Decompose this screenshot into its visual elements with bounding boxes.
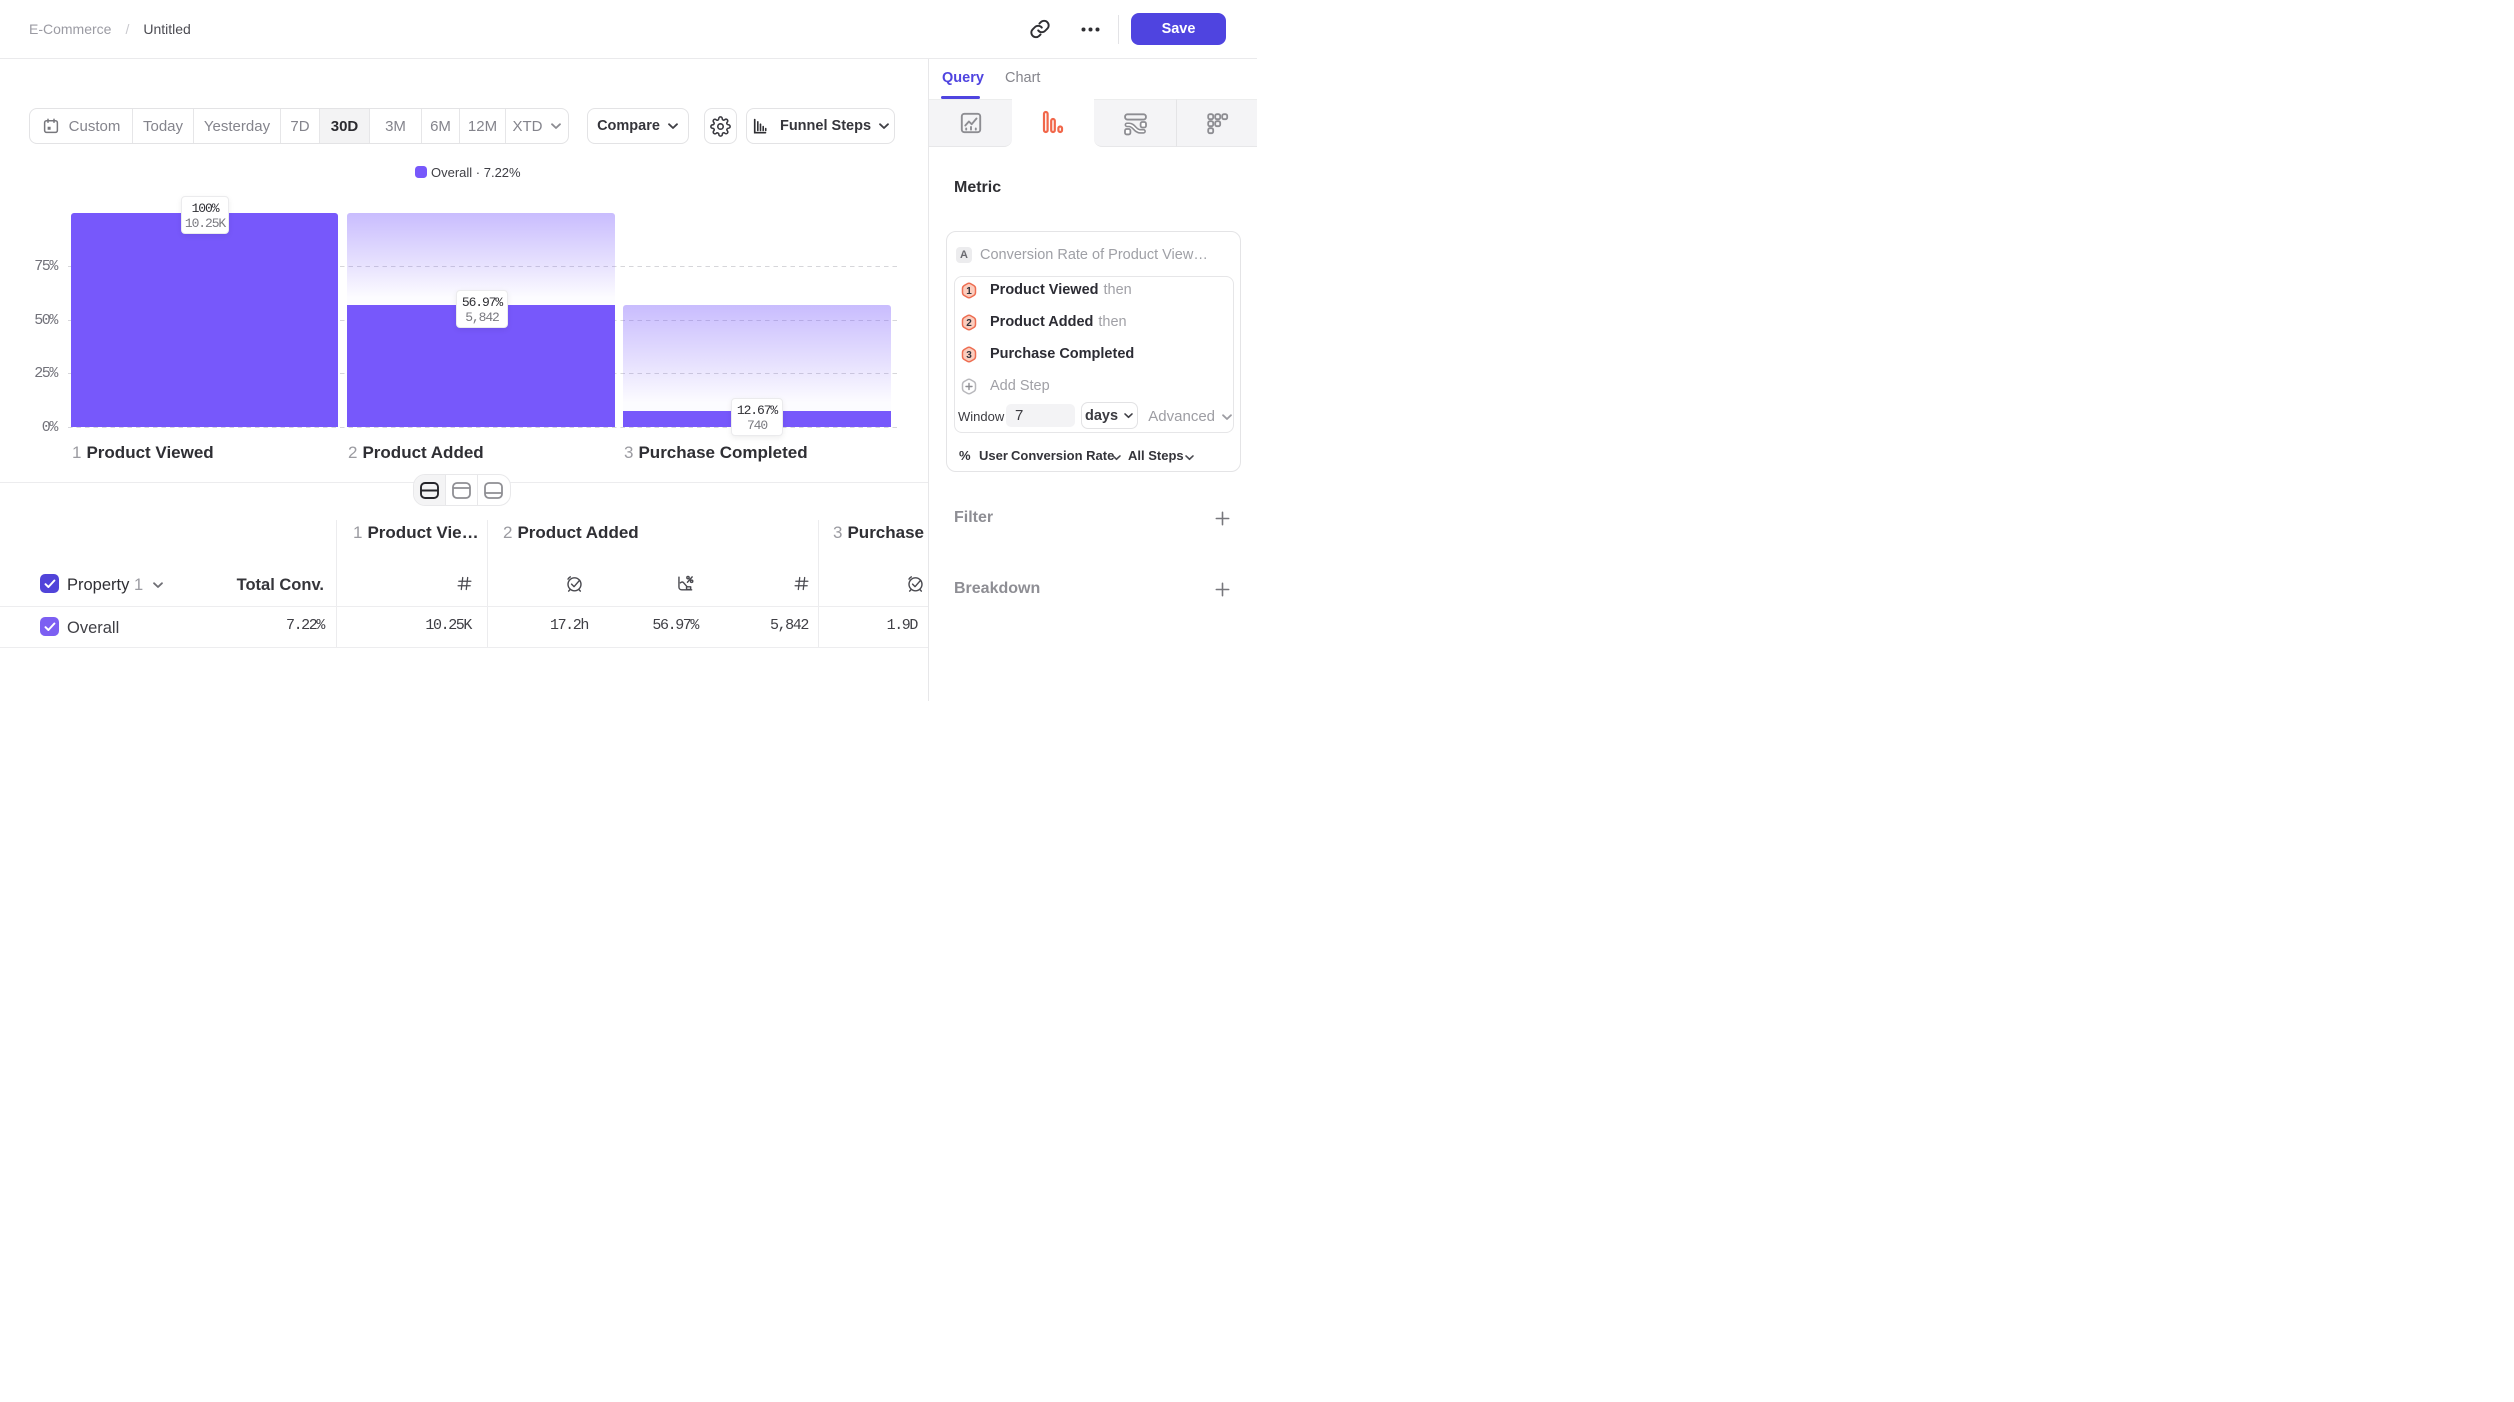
svg-text:3: 3 (966, 349, 972, 360)
svg-text:2: 2 (966, 317, 972, 328)
svg-text:1: 1 (966, 285, 972, 296)
